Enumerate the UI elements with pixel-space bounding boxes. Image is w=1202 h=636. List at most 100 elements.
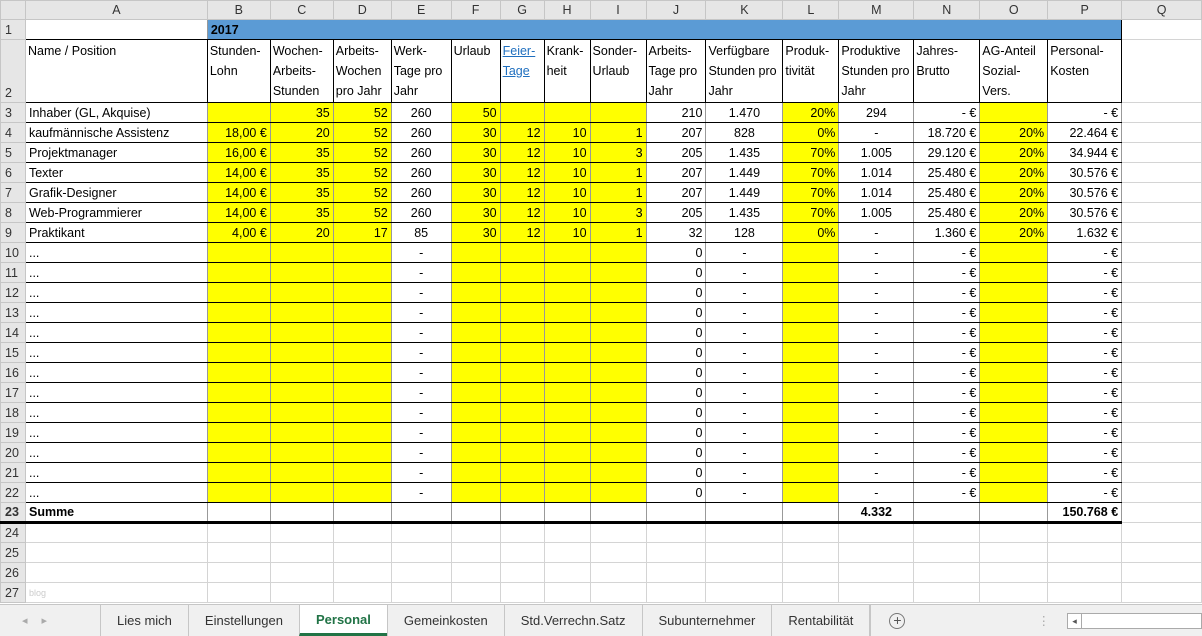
spreadsheet-grid[interactable]: A B C D E F G H I J K L M N O P Q 1 2017 2 Name / Position St… [0,0,1202,603]
cell[interactable]: 0 [645,302,707,323]
cell[interactable] [450,262,501,283]
cell[interactable] [543,462,591,483]
sheet-tab-subunternehmer[interactable]: Subunternehmer [641,605,772,636]
row-header[interactable]: 21 [0,462,26,483]
cell-q1[interactable] [1121,19,1202,40]
cell[interactable] [1121,402,1202,423]
cell[interactable]: 3 [589,142,647,163]
cell[interactable]: 0 [645,462,707,483]
cell[interactable]: 22.464 € [1047,122,1123,143]
cell[interactable] [269,542,334,563]
cell[interactable]: 1.435 [705,202,784,223]
cell[interactable] [269,242,334,263]
column-header-l[interactable]: L [782,0,840,20]
cell[interactable] [206,542,271,563]
cell[interactable]: 0 [645,442,707,463]
column-header-n[interactable]: N [913,0,981,20]
cell[interactable] [390,522,452,543]
cell[interactable] [206,562,271,583]
cell[interactable] [1121,162,1202,183]
cell[interactable] [450,342,501,363]
cell[interactable] [589,342,647,363]
cell[interactable]: - [390,422,452,443]
cell[interactable]: 70% [782,202,840,223]
cell[interactable]: 260 [390,102,452,123]
cell[interactable]: 0% [782,122,840,143]
add-sheet-icon[interactable]: + [889,612,906,629]
cell[interactable] [913,542,981,563]
cell[interactable] [450,282,501,303]
cell[interactable] [24,542,208,563]
cell[interactable] [499,322,545,343]
cell[interactable]: Inhaber (GL, Akquise) [24,102,208,123]
cell[interactable] [499,522,545,543]
cell[interactable]: 30 [450,202,501,223]
row-header[interactable]: 10 [0,242,26,263]
row-header[interactable]: 8 [0,202,26,223]
cell[interactable] [979,302,1049,323]
cell[interactable]: - € [1047,262,1123,283]
cell[interactable]: - [705,302,784,323]
cell[interactable]: 260 [390,202,452,223]
cell[interactable]: - € [913,342,981,363]
cell[interactable]: ... [24,302,208,323]
cell[interactable]: 20 [269,222,334,243]
cell[interactable] [206,482,271,503]
cell[interactable]: 85 [390,222,452,243]
cell[interactable] [269,282,334,303]
cell[interactable]: - [838,242,915,263]
cell[interactable]: - € [913,262,981,283]
cell[interactable] [450,302,501,323]
row-header[interactable]: 15 [0,342,26,363]
cell[interactable] [332,562,392,583]
cell[interactable] [269,582,334,603]
cell[interactable]: 205 [645,142,707,163]
cell[interactable] [645,582,707,603]
cell[interactable]: 12 [499,142,545,163]
cell[interactable] [269,562,334,583]
cell[interactable]: 3 [589,202,647,223]
cell[interactable]: 1.435 [705,142,784,163]
cell[interactable] [269,422,334,443]
cell[interactable]: 35 [269,102,334,123]
cell[interactable]: 32 [645,222,707,243]
cell[interactable]: Projektmanager [24,142,208,163]
cell[interactable] [782,362,840,383]
cell[interactable]: - [838,282,915,303]
cell[interactable]: - € [1047,322,1123,343]
cell[interactable] [206,262,271,283]
cell[interactable] [450,582,501,603]
cell[interactable]: 828 [705,122,784,143]
cell[interactable]: 260 [390,182,452,203]
cell[interactable] [645,562,707,583]
cell[interactable] [543,542,591,563]
cell[interactable]: 35 [269,162,334,183]
cell[interactable] [269,362,334,383]
row-header[interactable]: 22 [0,482,26,503]
cell[interactable] [499,282,545,303]
sheet-tab-personal[interactable]: Personal [298,605,387,636]
cell[interactable]: - [390,322,452,343]
cell[interactable] [332,342,392,363]
cell[interactable]: - € [1047,382,1123,403]
cell[interactable]: 10 [543,202,591,223]
cell[interactable] [589,382,647,403]
cell[interactable]: 50 [450,102,501,123]
row-header[interactable]: 26 [0,562,26,583]
row-header[interactable]: 19 [0,422,26,443]
select-all-corner[interactable] [0,0,26,20]
cell[interactable]: - € [1047,422,1123,443]
sum-cell[interactable] [499,502,545,524]
cell[interactable] [979,582,1049,603]
cell[interactable]: ... [24,462,208,483]
cell[interactable]: 1.014 [838,162,915,183]
cell[interactable] [589,482,647,503]
cell[interactable] [589,362,647,383]
cell[interactable] [979,242,1049,263]
cell[interactable]: Texter [24,162,208,183]
cell[interactable] [499,482,545,503]
cell[interactable]: 10 [543,142,591,163]
cell[interactable] [543,422,591,443]
cell[interactable]: - [390,362,452,383]
sum-cell[interactable] [979,502,1049,524]
